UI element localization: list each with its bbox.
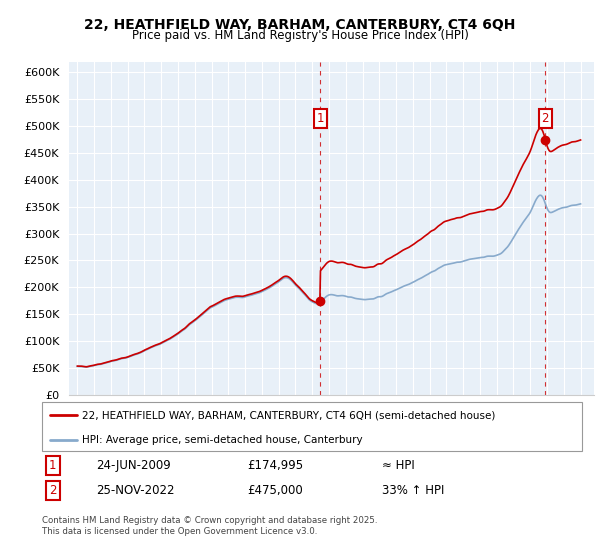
Text: 2: 2 [49, 483, 56, 497]
Text: 25-NOV-2022: 25-NOV-2022 [96, 483, 175, 497]
Text: 22, HEATHFIELD WAY, BARHAM, CANTERBURY, CT4 6QH: 22, HEATHFIELD WAY, BARHAM, CANTERBURY, … [85, 18, 515, 32]
Text: 24-JUN-2009: 24-JUN-2009 [96, 459, 171, 472]
Text: Price paid vs. HM Land Registry's House Price Index (HPI): Price paid vs. HM Land Registry's House … [131, 29, 469, 42]
Text: £174,995: £174,995 [247, 459, 304, 472]
Text: ≈ HPI: ≈ HPI [382, 459, 415, 472]
Text: 33% ↑ HPI: 33% ↑ HPI [382, 483, 445, 497]
Text: Contains HM Land Registry data © Crown copyright and database right 2025.
This d: Contains HM Land Registry data © Crown c… [42, 516, 377, 536]
Text: 2: 2 [542, 112, 549, 125]
Text: HPI: Average price, semi-detached house, Canterbury: HPI: Average price, semi-detached house,… [83, 435, 363, 445]
FancyBboxPatch shape [42, 402, 582, 451]
Text: 22, HEATHFIELD WAY, BARHAM, CANTERBURY, CT4 6QH (semi-detached house): 22, HEATHFIELD WAY, BARHAM, CANTERBURY, … [83, 410, 496, 421]
Text: 1: 1 [49, 459, 56, 472]
Text: £475,000: £475,000 [247, 483, 303, 497]
Text: 1: 1 [317, 112, 324, 125]
